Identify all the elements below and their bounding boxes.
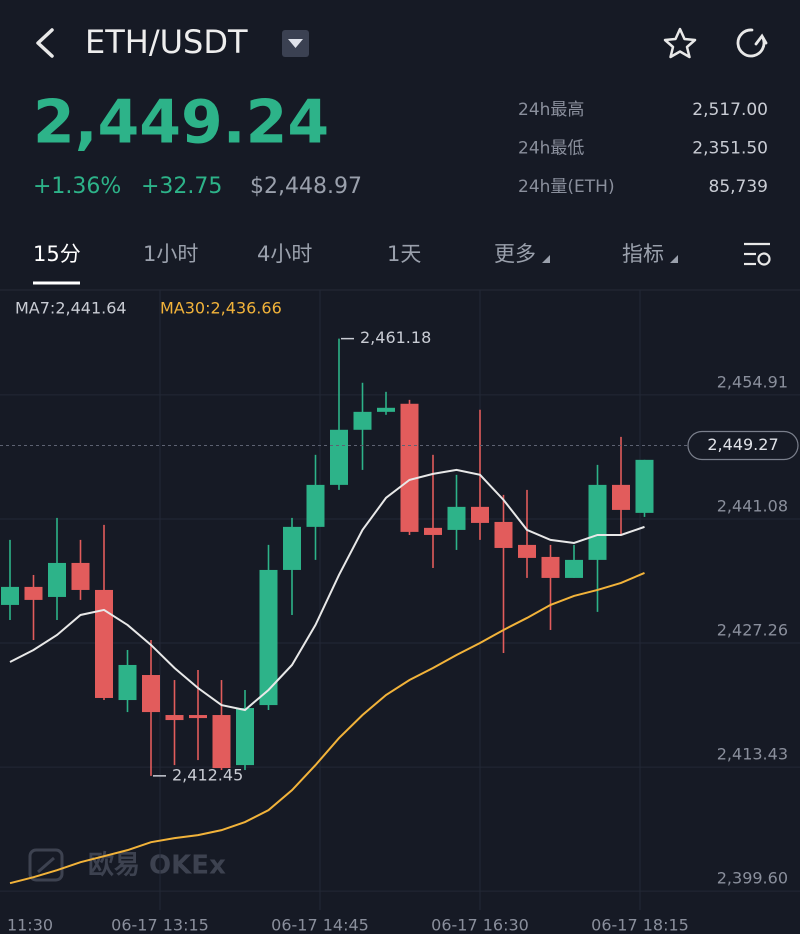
ma30-line <box>9 571 645 885</box>
candle-body <box>165 715 184 721</box>
ma7-line <box>9 468 645 712</box>
tab[interactable]: 1小时 <box>143 242 198 266</box>
low-label: 2,412.45 <box>172 765 243 784</box>
candle-body <box>24 586 43 600</box>
tab[interactable]: 指标 <box>622 242 664 266</box>
candle-body <box>306 484 325 527</box>
candle-body <box>283 526 301 570</box>
stat-value: 85,739 <box>709 177 768 197</box>
back-button[interactable] <box>36 28 54 58</box>
pair-title[interactable]: ETH/USDT <box>85 23 248 61</box>
watermark-logo <box>28 848 64 882</box>
change-amount: +32.75 <box>141 174 222 199</box>
pair-dropdown[interactable] <box>282 30 309 57</box>
current-price-box <box>687 430 799 461</box>
candle-body <box>236 708 254 766</box>
y-tick-label: 2,441.08 <box>717 496 788 515</box>
y-tick-label: 2,454.91 <box>717 372 788 391</box>
candle-body <box>400 403 419 532</box>
high-label: 2,461.18 <box>360 328 431 347</box>
candle-body <box>71 562 90 590</box>
candle-body <box>424 527 442 535</box>
last-price: 2,449.24 <box>33 88 329 158</box>
candle-body <box>447 506 466 530</box>
x-tick-label: 06-17 18:15 <box>591 916 689 934</box>
candle-body <box>635 459 654 513</box>
y-tick-label: 2,399.60 <box>717 869 788 888</box>
stat-value: 2,517.00 <box>692 100 768 120</box>
stat-label: 24h最低 <box>518 139 584 159</box>
candle-body <box>494 521 513 548</box>
dropdown-arrow <box>542 255 550 263</box>
y-tick-label: 2,413.43 <box>717 745 788 764</box>
x-tick-label: 06-17 14:45 <box>271 916 369 934</box>
stat-label: 24h量(ETH) <box>518 177 615 197</box>
candle-body <box>259 569 278 706</box>
candle-body <box>565 559 583 578</box>
tab[interactable]: 更多 <box>494 242 536 266</box>
candle-body <box>48 562 66 597</box>
favorite-button[interactable] <box>663 27 697 59</box>
refresh-button[interactable] <box>736 28 768 58</box>
ma7-legend: MA7:2,441.64 <box>15 299 127 318</box>
candle-body <box>95 589 113 698</box>
candle-body <box>377 407 395 412</box>
candle-body <box>612 484 630 510</box>
x-tick-label: 06-17 16:30 <box>431 916 529 934</box>
usd-price: $2,448.97 <box>250 174 362 199</box>
candle-body <box>1 586 19 605</box>
tab[interactable]: 15分 <box>33 242 81 266</box>
current-price-label: 2,449.27 <box>707 435 778 454</box>
x-tick-label: 06-17 13:15 <box>111 916 209 934</box>
y-tick-label: 2,427.26 <box>717 620 788 639</box>
dropdown-arrow <box>670 255 678 263</box>
stat-label: 24h最高 <box>518 100 584 120</box>
candle-body <box>353 411 372 430</box>
stat-value: 2,351.50 <box>692 139 768 159</box>
tab[interactable]: 4小时 <box>257 242 312 266</box>
candle-body <box>212 715 231 769</box>
change-percent: +1.36% <box>33 174 121 199</box>
candle-body <box>541 556 560 578</box>
x-tick-label: 11:30 <box>7 916 53 934</box>
tab[interactable]: 1天 <box>387 242 421 266</box>
candle-body <box>189 715 207 719</box>
ma30-legend: MA30:2,436.66 <box>160 299 282 318</box>
settings-icon[interactable] <box>744 242 771 266</box>
candle-body <box>142 675 160 713</box>
candle-body <box>471 506 489 523</box>
candle-body <box>118 664 137 701</box>
candle-body <box>518 544 536 558</box>
candle-body <box>330 429 348 485</box>
candle-body <box>588 484 607 560</box>
